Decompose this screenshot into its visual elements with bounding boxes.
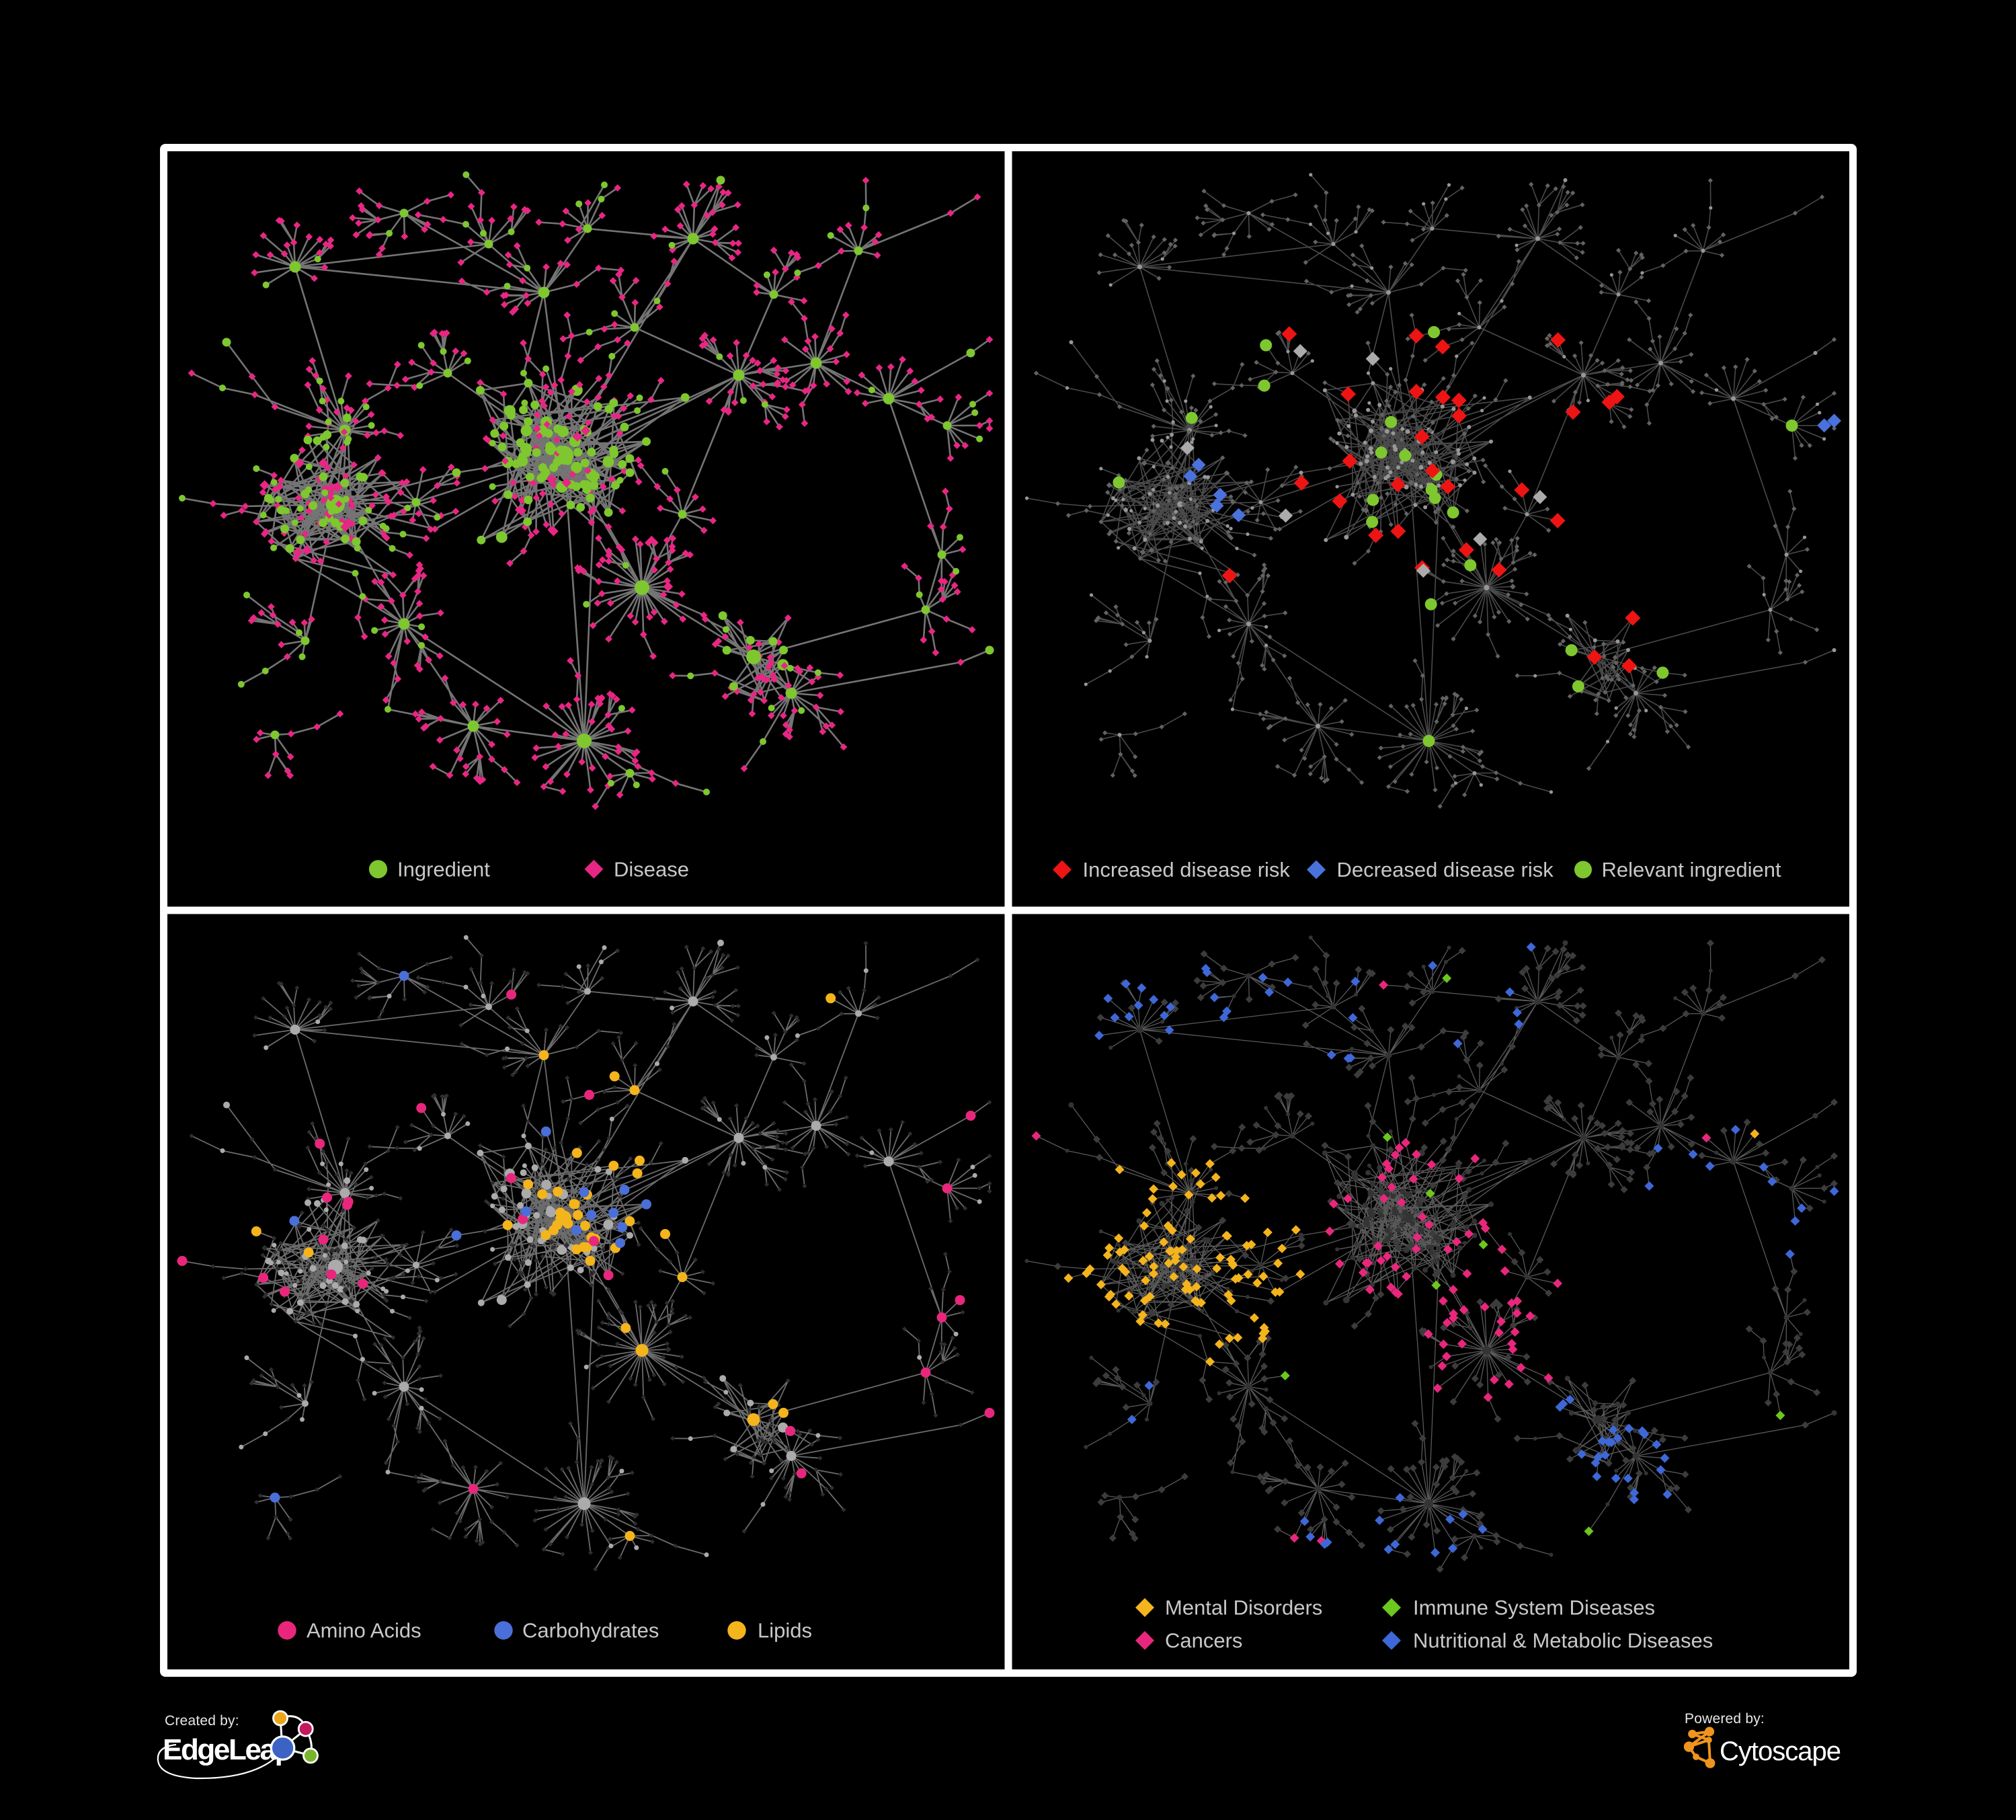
svg-text:Cytoscape: Cytoscape <box>1720 1737 1841 1766</box>
svg-text:Amino Acids: Amino Acids <box>307 1619 421 1643</box>
svg-text:Created by:: Created by: <box>165 1713 239 1729</box>
svg-text:Mental Disorders: Mental Disorders <box>1165 1596 1322 1620</box>
svg-text:Nutritional & Metabolic Diseas: Nutritional & Metabolic Diseases <box>1413 1629 1713 1653</box>
svg-text:Increased disease risk: Increased disease risk <box>1083 858 1291 881</box>
svg-text:Decreased disease risk: Decreased disease risk <box>1337 858 1554 881</box>
svg-text:Cancers: Cancers <box>1165 1629 1242 1653</box>
svg-text:Ingredient: Ingredient <box>397 858 490 881</box>
svg-text:Powered by:: Powered by: <box>1685 1711 1765 1727</box>
svg-text:Carbohydrates: Carbohydrates <box>522 1619 659 1643</box>
svg-text:Disease: Disease <box>614 858 689 881</box>
svg-text:Immune System Diseases: Immune System Diseases <box>1413 1596 1655 1620</box>
svg-text:Relevant ingredient: Relevant ingredient <box>1602 858 1782 881</box>
svg-text:Lipids: Lipids <box>758 1619 812 1643</box>
